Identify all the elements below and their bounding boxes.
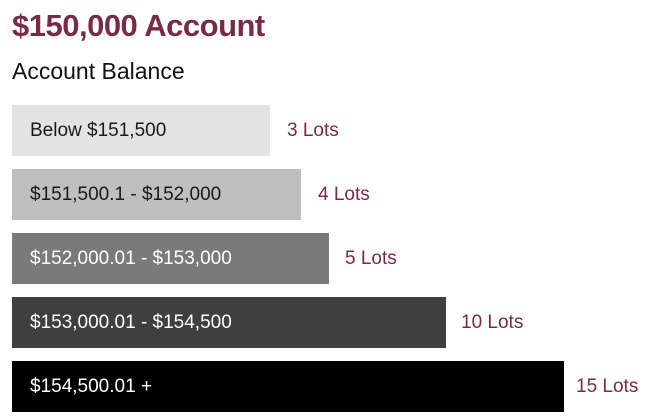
tier-lots-label: 10 Lots xyxy=(461,311,524,333)
tier-range-label: $152,000.01 - $153,000 xyxy=(30,247,232,269)
tier-bar: $153,000.01 - $154,500 xyxy=(12,297,446,348)
tier-range-label: $151,500.1 - $152,000 xyxy=(30,183,222,205)
tier-lots-label: 4 Lots xyxy=(318,183,370,205)
tier-lots-label: 5 Lots xyxy=(345,247,397,269)
tier-lots-label: 15 Lots xyxy=(576,375,639,397)
tier-bar: $154,500.01 + xyxy=(12,361,564,412)
tier-bar: $152,000.01 - $153,000 xyxy=(12,233,329,284)
tier-range-label: Below $151,500 xyxy=(30,119,167,141)
tier-bar: Below $151,500 xyxy=(12,105,270,156)
tier-bar: $151,500.1 - $152,000 xyxy=(12,169,301,220)
page-title: $150,000 Account xyxy=(12,8,265,43)
tier-range-label: $154,500.01 + xyxy=(30,375,153,397)
tier-lots-label: 3 Lots xyxy=(287,119,339,141)
section-subtitle: Account Balance xyxy=(12,58,185,84)
tier-range-label: $153,000.01 - $154,500 xyxy=(30,311,232,333)
